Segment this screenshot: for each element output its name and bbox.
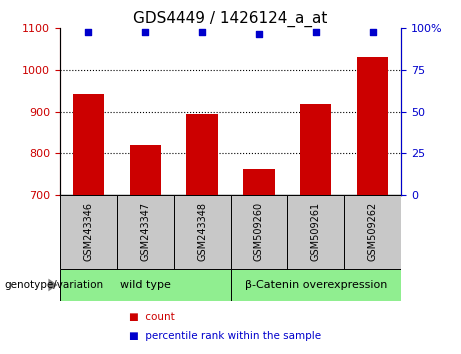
Point [255,31,263,37]
Bar [357,57,388,195]
Bar [243,169,275,195]
Text: ■  percentile rank within the sample: ■ percentile rank within the sample [129,331,321,341]
Bar [300,104,331,195]
Point [369,30,376,35]
Text: GSM243348: GSM243348 [197,202,207,261]
Point [312,30,319,35]
Text: GSM243347: GSM243347 [140,202,150,262]
Text: GSM509262: GSM509262 [367,202,378,262]
Text: ■  count: ■ count [129,312,175,322]
Text: GSM243346: GSM243346 [83,202,94,261]
Text: genotype/variation: genotype/variation [5,280,104,290]
Bar [230,195,287,269]
Text: GSM509260: GSM509260 [254,202,264,262]
Bar [60,269,230,301]
Bar [117,195,174,269]
Text: β-Catenin overexpression: β-Catenin overexpression [245,280,387,290]
Bar [186,114,218,195]
Text: GSM509261: GSM509261 [311,202,321,262]
Bar [73,94,104,195]
Point [198,30,206,35]
Bar [174,195,230,269]
Point [142,30,149,35]
Point [85,29,92,34]
Bar [60,195,117,269]
Bar [344,195,401,269]
Bar [130,145,161,195]
Bar [230,269,401,301]
Title: GDS4449 / 1426124_a_at: GDS4449 / 1426124_a_at [133,11,328,27]
Bar [287,195,344,269]
Text: wild type: wild type [120,280,171,290]
Polygon shape [48,279,58,291]
